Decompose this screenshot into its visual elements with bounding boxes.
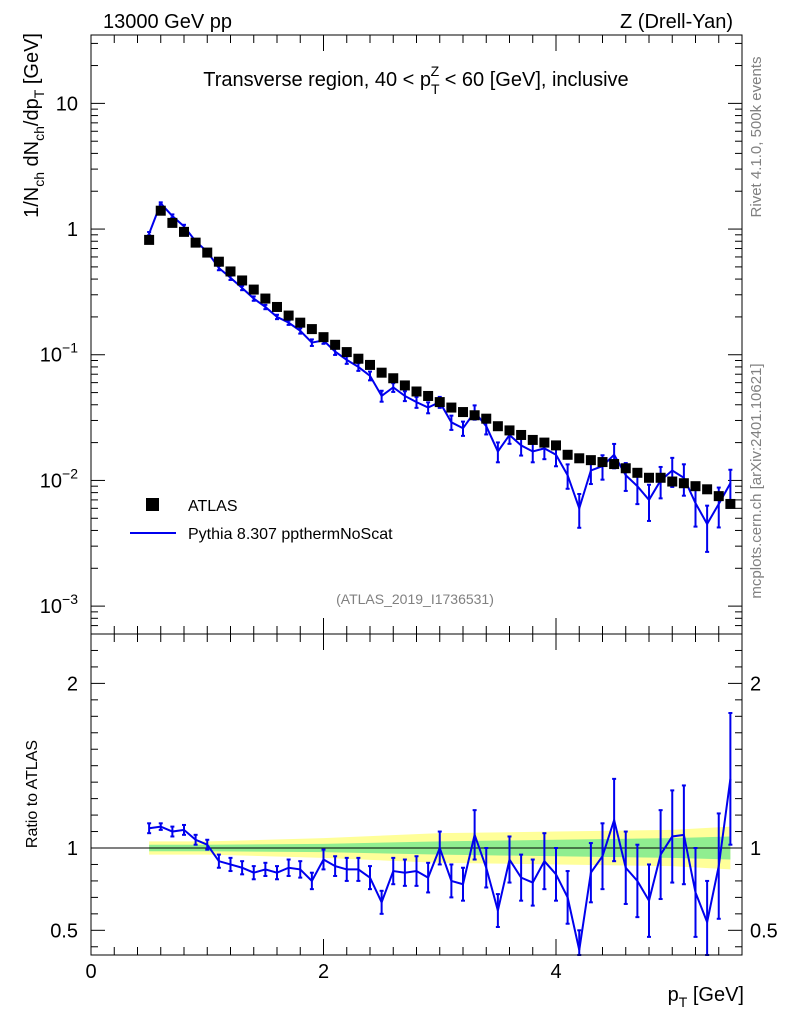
atlas-point xyxy=(248,284,259,295)
atlas-point xyxy=(190,237,201,248)
atlas-point xyxy=(539,437,550,448)
atlas-point xyxy=(446,402,457,413)
atlas-point xyxy=(551,440,561,451)
atlas-point xyxy=(527,434,538,445)
main-panel: 10 1 10−1 10−2 10−3 Transverse region, 40 < … xyxy=(21,33,743,635)
atlas-point xyxy=(585,455,596,466)
atlas-point xyxy=(597,457,608,468)
atlas-point xyxy=(237,275,248,286)
atlas-point xyxy=(678,478,689,489)
x-axis-label: pT [GeV] xyxy=(668,984,744,1010)
legend-marker-atlas xyxy=(146,498,159,511)
atlas-point xyxy=(353,353,364,364)
atlas-point xyxy=(434,397,445,408)
atlas-point xyxy=(155,205,166,216)
atlas-point xyxy=(202,247,213,258)
atlas-point xyxy=(469,410,480,421)
rivet-label: Rivet 4.1.0, 500k events xyxy=(748,57,765,218)
ratio-y-axis-label: Ratio to ATLAS xyxy=(24,740,41,848)
analysis-watermark: (ATLAS_2019_I1736531) xyxy=(336,591,494,607)
mcplots-label: mcplots.cern.ch [arXiv:2401.10621] xyxy=(748,363,765,598)
atlas-point xyxy=(725,498,736,509)
atlas-point xyxy=(713,491,724,502)
x-tick-label: 0 xyxy=(85,961,96,983)
y-tick-label: 10 xyxy=(56,93,78,115)
atlas-point xyxy=(365,359,375,370)
legend-label-atlas: ATLAS xyxy=(188,498,238,515)
atlas-point xyxy=(492,421,503,432)
y-tick-label: 1 xyxy=(67,219,78,241)
main-axis-ticks: 10 1 10−1 10−2 10−3 xyxy=(40,35,743,635)
main-frame xyxy=(90,34,743,635)
main-y-axis-label: 1/Nch dNch/dpT [GeV] xyxy=(21,33,47,218)
atlas-point xyxy=(562,449,573,460)
atlas-point xyxy=(341,347,352,358)
y-tick-label: 10−1 xyxy=(40,340,78,367)
y-tick-label: 10−3 xyxy=(40,591,78,618)
atlas-point xyxy=(399,380,410,391)
atlas-point xyxy=(330,339,341,350)
ratio-y-tick-label-right: 2 xyxy=(750,673,761,695)
atlas-point xyxy=(376,367,387,378)
y-tick-label: 10−2 xyxy=(40,465,78,492)
atlas-point xyxy=(620,463,631,474)
atlas-point xyxy=(574,453,585,464)
mc-line xyxy=(148,201,732,527)
atlas-point xyxy=(644,472,654,483)
atlas-point xyxy=(225,266,236,277)
data-series xyxy=(144,205,736,509)
atlas-point xyxy=(516,429,527,440)
atlas-point xyxy=(609,459,620,470)
legend-label-mc: Pythia 8.307 ppthermNoScat xyxy=(188,526,393,543)
atlas-point xyxy=(388,373,399,384)
atlas-point xyxy=(179,226,189,237)
atlas-point xyxy=(655,472,666,483)
atlas-point xyxy=(690,481,701,492)
atlas-point xyxy=(667,476,678,487)
chart-title: Transverse region, 40 < pTZ < 60 [GeV], … xyxy=(203,63,628,97)
atlas-point xyxy=(306,324,317,335)
atlas-point xyxy=(481,413,492,424)
ratio-y-tick-label-right: 1 xyxy=(750,838,761,860)
atlas-point xyxy=(458,407,468,418)
atlas-point xyxy=(702,484,713,495)
atlas-point xyxy=(504,425,515,436)
atlas-point xyxy=(144,234,155,245)
ratio-frame xyxy=(90,633,743,956)
atlas-point xyxy=(295,317,306,328)
atlas-point xyxy=(272,301,282,312)
atlas-point xyxy=(260,293,271,304)
atlas-point xyxy=(411,386,422,397)
atlas-point xyxy=(167,217,178,228)
atlas-point xyxy=(423,390,434,401)
ratio-axis-ticks: 0.5 0.5 1 1 2 2 0 2 4 xyxy=(50,634,778,983)
x-tick-label: 4 xyxy=(550,961,561,983)
atlas-point xyxy=(632,467,643,478)
atlas-point xyxy=(283,310,294,321)
ratio-y-tick-label-right: 0.5 xyxy=(750,920,778,942)
ratio-y-tick-label-left: 2 xyxy=(67,673,78,695)
x-tick-label: 2 xyxy=(318,961,329,983)
atlas-point xyxy=(318,332,329,343)
ratio-panel: 0.5 0.5 1 1 2 2 0 2 4 Ratio to ATLAS pT [GeV] xyxy=(24,633,778,1010)
ratio-series xyxy=(147,712,733,956)
atlas-point xyxy=(213,256,224,267)
ratio-y-tick-label-left: 0.5 xyxy=(50,920,78,942)
header-process: Z (Drell-Yan) xyxy=(620,11,733,33)
ratio-y-tick-label-left: 1 xyxy=(67,838,78,860)
legend: ATLAS Pythia 8.307 ppthermNoScat xyxy=(130,498,393,543)
header-energy: 13000 GeV pp xyxy=(103,11,232,33)
